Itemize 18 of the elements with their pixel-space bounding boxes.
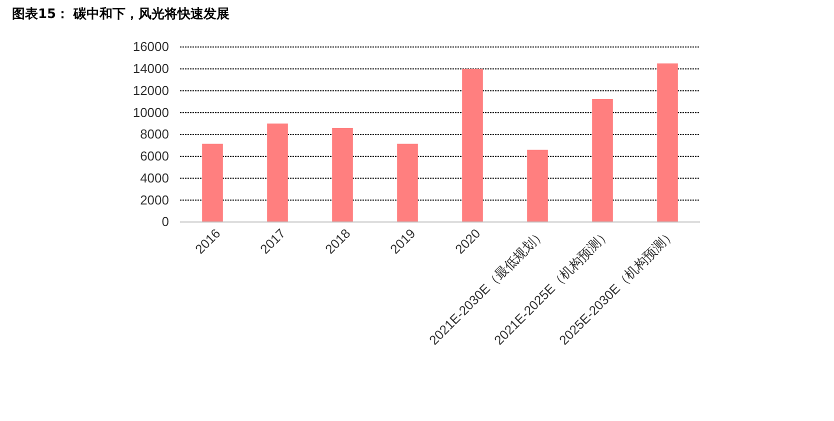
y-tick-label: 16000: [132, 39, 169, 54]
y-tick-label: 4000: [140, 170, 169, 186]
bar: [592, 98, 613, 222]
bar: [527, 150, 548, 222]
y-tick-label: 2000: [140, 192, 169, 208]
bar: [202, 144, 223, 222]
bar: [332, 128, 353, 222]
y-tick-label: 6000: [140, 148, 169, 164]
y-tick-label: 0: [162, 214, 169, 230]
bar: [267, 124, 288, 222]
y-tick-label: 12000: [132, 82, 169, 98]
y-tick-label: 8000: [140, 126, 169, 142]
bar: [397, 144, 418, 222]
chart-title: 图表15： 碳中和下，风光将快速发展: [12, 6, 230, 22]
y-tick-label: 14000: [132, 61, 169, 76]
bar: [657, 63, 678, 222]
bar: [462, 68, 483, 222]
y-tick-label: 10000: [132, 104, 169, 120]
